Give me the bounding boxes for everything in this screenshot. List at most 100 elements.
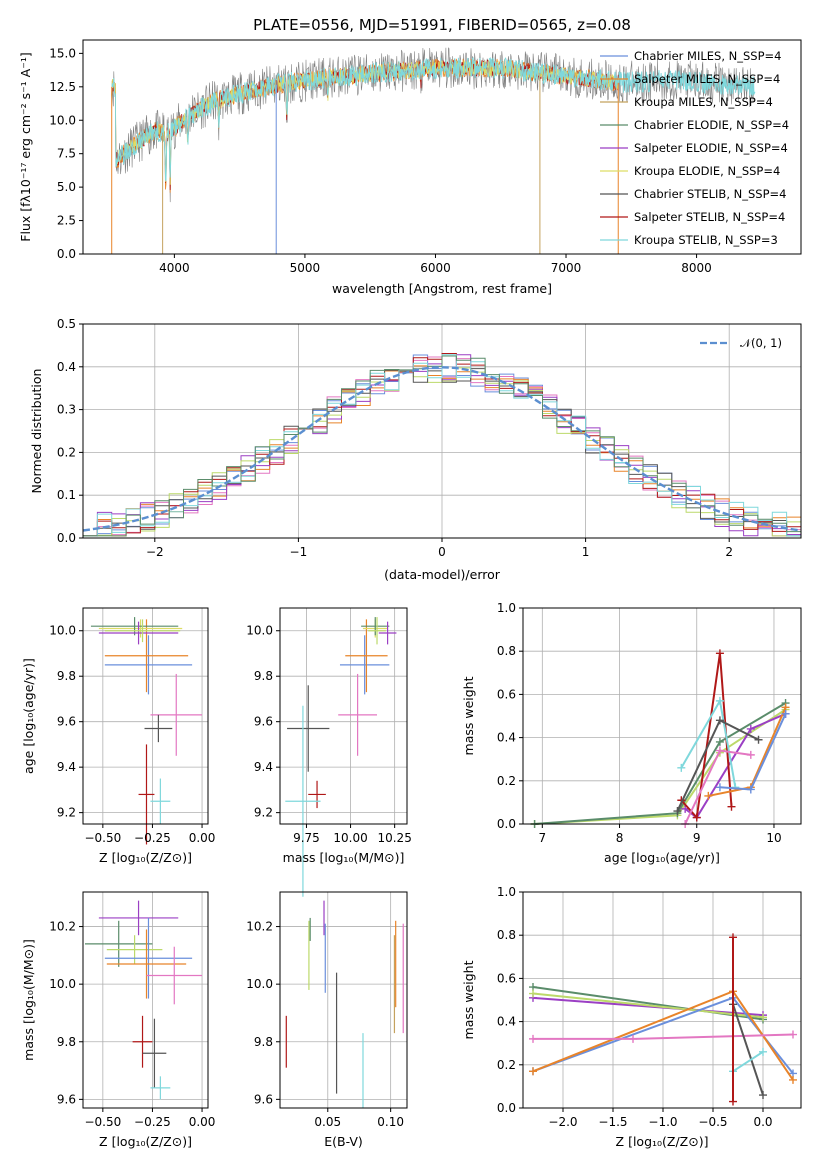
spectrum-ytick-label: 12.5 — [49, 80, 76, 94]
weight-series — [534, 702, 787, 825]
weight-vs-age-plot — [523, 607, 801, 828]
mass-vs-z-ytick-label: 9.6 — [57, 1092, 76, 1106]
residual-histogram — [82, 354, 801, 538]
mass-vs-z-xtick-label: −0.50 — [84, 1115, 121, 1129]
residual-xtick-label: −2 — [146, 545, 164, 559]
spectrum-panel: PLATE=0556, MJD=51991, FIBERID=0565, z=0… — [18, 16, 802, 296]
spectrum-frame — [82, 39, 802, 255]
spectrum-xtick-label: 5000 — [290, 261, 321, 275]
weight-vs-age-panel: 7 8 9 10 0.0 0.2 0.4 0.6 0.8 1.0 age [log₁₀(age/yr… — [461, 601, 802, 865]
weight-vs-z-xtick-label: −0.5 — [698, 1115, 727, 1129]
mass-vs-z-xlabel: Z [log₁₀(Z/Z⊙)] — [99, 1134, 192, 1149]
weight-vs-age-ytick-label: 0.4 — [497, 731, 516, 745]
mass-vs-ebv-ytick-label: 10.2 — [246, 920, 273, 934]
legend-label: Chabrier MILES, N_SSP=4 — [634, 49, 781, 63]
weight-series — [732, 1004, 764, 1096]
spectrum-legend: Chabrier MILES, N_SSP=4 Salpeter MILES, N… — [600, 49, 789, 247]
legend-label: Kroupa STELIB, N_SSP=3 — [634, 233, 778, 247]
age-vs-mass-xtick-label: 9.75 — [293, 831, 320, 845]
age-vs-mass-ytick-label: 9.4 — [254, 760, 273, 774]
weight-vs-z-frame — [522, 891, 802, 1109]
weight-marker — [715, 696, 724, 705]
residual-ytick-label: 0.5 — [57, 317, 76, 331]
spectrum-title: PLATE=0556, MJD=51991, FIBERID=0565, z=0… — [253, 16, 631, 34]
weight-marker — [746, 750, 755, 759]
mass-vs-ebv-ytick-label: 9.8 — [254, 1035, 273, 1049]
spectrum-ytick-label: 7.5 — [57, 147, 76, 161]
age-vs-z-frame — [82, 607, 209, 825]
mass-vs-z-ytick-label: 9.8 — [57, 1035, 76, 1049]
weight-vs-z-xtick-label: −2.0 — [548, 1115, 577, 1129]
age-vs-mass-xtick-label: 10.00 — [333, 831, 367, 845]
weight-marker — [677, 763, 686, 772]
gauss-curve — [82, 366, 802, 532]
age-vs-z-ytick-label: 9.6 — [57, 715, 76, 729]
weight-marker — [729, 933, 737, 942]
spectrum-xtick-label: 6000 — [420, 261, 451, 275]
weight-vs-age-ytick-label: 0.2 — [497, 774, 516, 788]
residual-xtick-label: 0 — [438, 545, 446, 559]
weight-marker — [754, 735, 763, 744]
weight-vs-z-ytick-label: 1.0 — [497, 885, 516, 899]
spectrum-xtick-label: 4000 — [159, 261, 190, 275]
mass-vs-ebv-xtick-label: 0.05 — [314, 1115, 341, 1129]
weight-vs-age-ylabel: mass weight — [461, 676, 476, 755]
age-vs-z-xtick-label: 0.00 — [189, 831, 216, 845]
legend-label: Salpeter STELIB, N_SSP=4 — [634, 210, 785, 224]
weight-vs-z-xtick-label: 0.0 — [753, 1115, 772, 1129]
residual-ytick-label: 0.1 — [57, 488, 76, 502]
weight-series — [532, 996, 764, 1017]
legend-label: Kroupa MILES, N_SSP=4 — [634, 95, 773, 109]
weight-marker — [789, 1030, 797, 1039]
age-vs-z-ytick-label: 10.0 — [49, 624, 76, 638]
mass-vs-z-frame — [82, 891, 209, 1109]
weight-vs-z-ytick-label: 0.0 — [497, 1101, 516, 1115]
weight-marker — [759, 1047, 767, 1056]
weight-marker — [715, 649, 724, 658]
mass-vs-ebv-frame — [279, 891, 408, 1109]
legend-label: Kroupa ELODIE, N_SSP=4 — [634, 164, 780, 178]
weight-marker — [692, 813, 701, 822]
weight-vs-age-xlabel: age [log₁₀(age/yr)] — [604, 850, 720, 865]
weight-vs-z-xtick-label: −1.0 — [648, 1115, 677, 1129]
weight-marker — [629, 1034, 637, 1043]
mass-vs-ebv-xtick-label: 0.10 — [377, 1115, 404, 1129]
residual-histogram — [82, 355, 801, 538]
age-vs-z-plot — [83, 608, 208, 845]
model-kroupa-stelib — [111, 56, 756, 182]
residual-xtick-label: 2 — [725, 545, 733, 559]
weight-marker — [715, 783, 724, 792]
weight-vs-age-xtick-label: 8 — [616, 831, 624, 845]
residual-ytick-label: 0.2 — [57, 445, 76, 459]
weight-vs-z-xlabel: Z [log₁₀(Z/Z⊙)] — [616, 1134, 709, 1149]
weight-marker — [746, 724, 755, 733]
weight-marker — [529, 1034, 537, 1043]
weight-marker — [789, 1075, 797, 1084]
age-vs-z-xtick-label: −0.50 — [84, 831, 121, 845]
weight-vs-z-ytick-label: 0.6 — [497, 971, 516, 985]
weight-series — [534, 708, 787, 825]
mass-vs-ebv-xlabel: E(B-V) — [324, 1134, 363, 1149]
weight-vs-age-ytick-label: 0.0 — [497, 817, 516, 831]
mass-vs-ebv-panel: 0.05 0.10 9.6 9.8 10.0 10.2 E(B-V) — [246, 891, 408, 1149]
spectrum-ytick-label: 0.0 — [57, 247, 76, 261]
age-vs-z-xtick-label: −0.25 — [134, 831, 171, 845]
age-vs-mass-ytick-label: 9.2 — [254, 806, 273, 820]
weight-marker — [729, 1097, 737, 1106]
residual-ylabel: Normed distribution — [29, 369, 44, 494]
age-vs-mass-panel: 9.75 10.00 10.25 9.2 9.4 9.6 9.8 10.0 mass [log₁… — [246, 607, 412, 897]
spectrum-xlabel: wavelength [Angstrom, rest frame] — [332, 281, 552, 296]
age-vs-z-panel: −0.50 −0.25 0.00 9.2 9.4 9.6 9.8 10.0 Z [log₁₀(Z… — [21, 607, 216, 865]
weight-vs-z-ylabel: mass weight — [461, 960, 476, 1039]
gauss-legend-label: 𝒩(0, 1) — [740, 336, 782, 350]
legend-label: Salpeter MILES, N_SSP=4 — [634, 72, 780, 86]
residual-legend: 𝒩(0, 1) — [700, 336, 782, 350]
weight-vs-age-ytick-label: 0.8 — [497, 644, 516, 658]
weight-marker — [715, 737, 724, 746]
mass-vs-z-ytick-label: 10.2 — [49, 920, 76, 934]
weight-marker — [759, 1091, 767, 1100]
age-vs-mass-frame — [279, 607, 408, 825]
mass-vs-ebv-ytick-label: 9.6 — [254, 1092, 273, 1106]
age-vs-z-ylabel: age [log₁₀(age/yr)] — [21, 658, 36, 774]
weight-series — [732, 1051, 764, 1073]
